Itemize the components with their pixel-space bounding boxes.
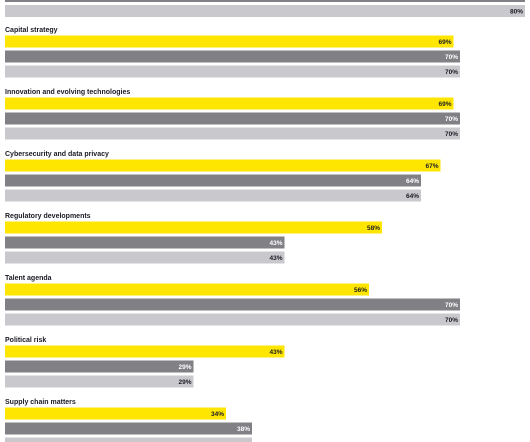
bar-dark-grey-value-label: 38% xyxy=(237,426,250,433)
bar-yellow-value-label: 56% xyxy=(354,287,367,294)
bar-light-grey-value-label: 43% xyxy=(269,255,282,262)
bar-dark-grey-value-label: 70% xyxy=(445,302,458,309)
bar-dark-grey-value-label: 64% xyxy=(406,178,419,185)
bar-yellow xyxy=(5,159,441,172)
category-label: Regulatory developments xyxy=(5,213,91,220)
category-label: Political risk xyxy=(5,337,46,344)
category-label: Talent agenda xyxy=(5,275,52,282)
bar-light-grey-value-label: 70% xyxy=(445,317,458,324)
bar-light-grey-value-label: 64% xyxy=(406,193,419,200)
bar-yellow xyxy=(5,97,454,110)
bar-yellow xyxy=(5,407,226,420)
bar-dark-grey-value-label: 29% xyxy=(178,364,191,371)
bar-light-grey xyxy=(5,65,460,78)
bar-yellow-value-label: 43% xyxy=(269,349,282,356)
bar-dark-grey xyxy=(5,360,194,373)
bar-dark-grey xyxy=(5,298,460,311)
bar-light-grey xyxy=(5,375,194,388)
bar-dark-grey xyxy=(5,422,252,435)
top-partial-bar-light-value-label: 80% xyxy=(510,8,523,15)
bar-light-grey-value-label: 29% xyxy=(178,379,191,386)
bar-light-grey xyxy=(5,189,421,202)
bar-yellow-value-label: 69% xyxy=(438,39,451,46)
bar-yellow-value-label: 67% xyxy=(425,163,438,170)
bar-dark-grey-value-label: 43% xyxy=(269,240,282,247)
bar-yellow xyxy=(5,283,369,296)
bar-dark-grey xyxy=(5,174,421,187)
top-partial-bar-light xyxy=(5,5,525,17)
bar-yellow xyxy=(5,35,454,48)
bar-light-grey-value-label: 70% xyxy=(445,131,458,138)
bar-dark-grey xyxy=(5,112,460,125)
category-label: Innovation and evolving technologies xyxy=(5,89,130,96)
bar-yellow xyxy=(5,221,382,234)
bar-dark-grey-value-label: 70% xyxy=(445,116,458,123)
category-label: Cybersecurity and data privacy xyxy=(5,151,109,158)
bar-dark-grey-value-label: 70% xyxy=(445,54,458,61)
category-label: Capital strategy xyxy=(5,27,58,34)
bar-light-grey xyxy=(5,251,285,264)
bar-dark-grey xyxy=(5,236,285,249)
bar-light-grey xyxy=(5,313,460,326)
bar-light-grey xyxy=(5,437,252,442)
bar-yellow-value-label: 58% xyxy=(367,225,380,232)
category-label: Supply chain matters xyxy=(5,399,76,406)
bar-yellow xyxy=(5,345,285,358)
bar-yellow-value-label: 69% xyxy=(438,101,451,108)
bar-yellow-value-label: 34% xyxy=(211,411,224,418)
bar-light-grey xyxy=(5,127,460,140)
top-partial-bar-dark xyxy=(5,0,525,2)
bar-light-grey-value-label: 70% xyxy=(445,69,458,76)
bar-dark-grey xyxy=(5,50,460,63)
